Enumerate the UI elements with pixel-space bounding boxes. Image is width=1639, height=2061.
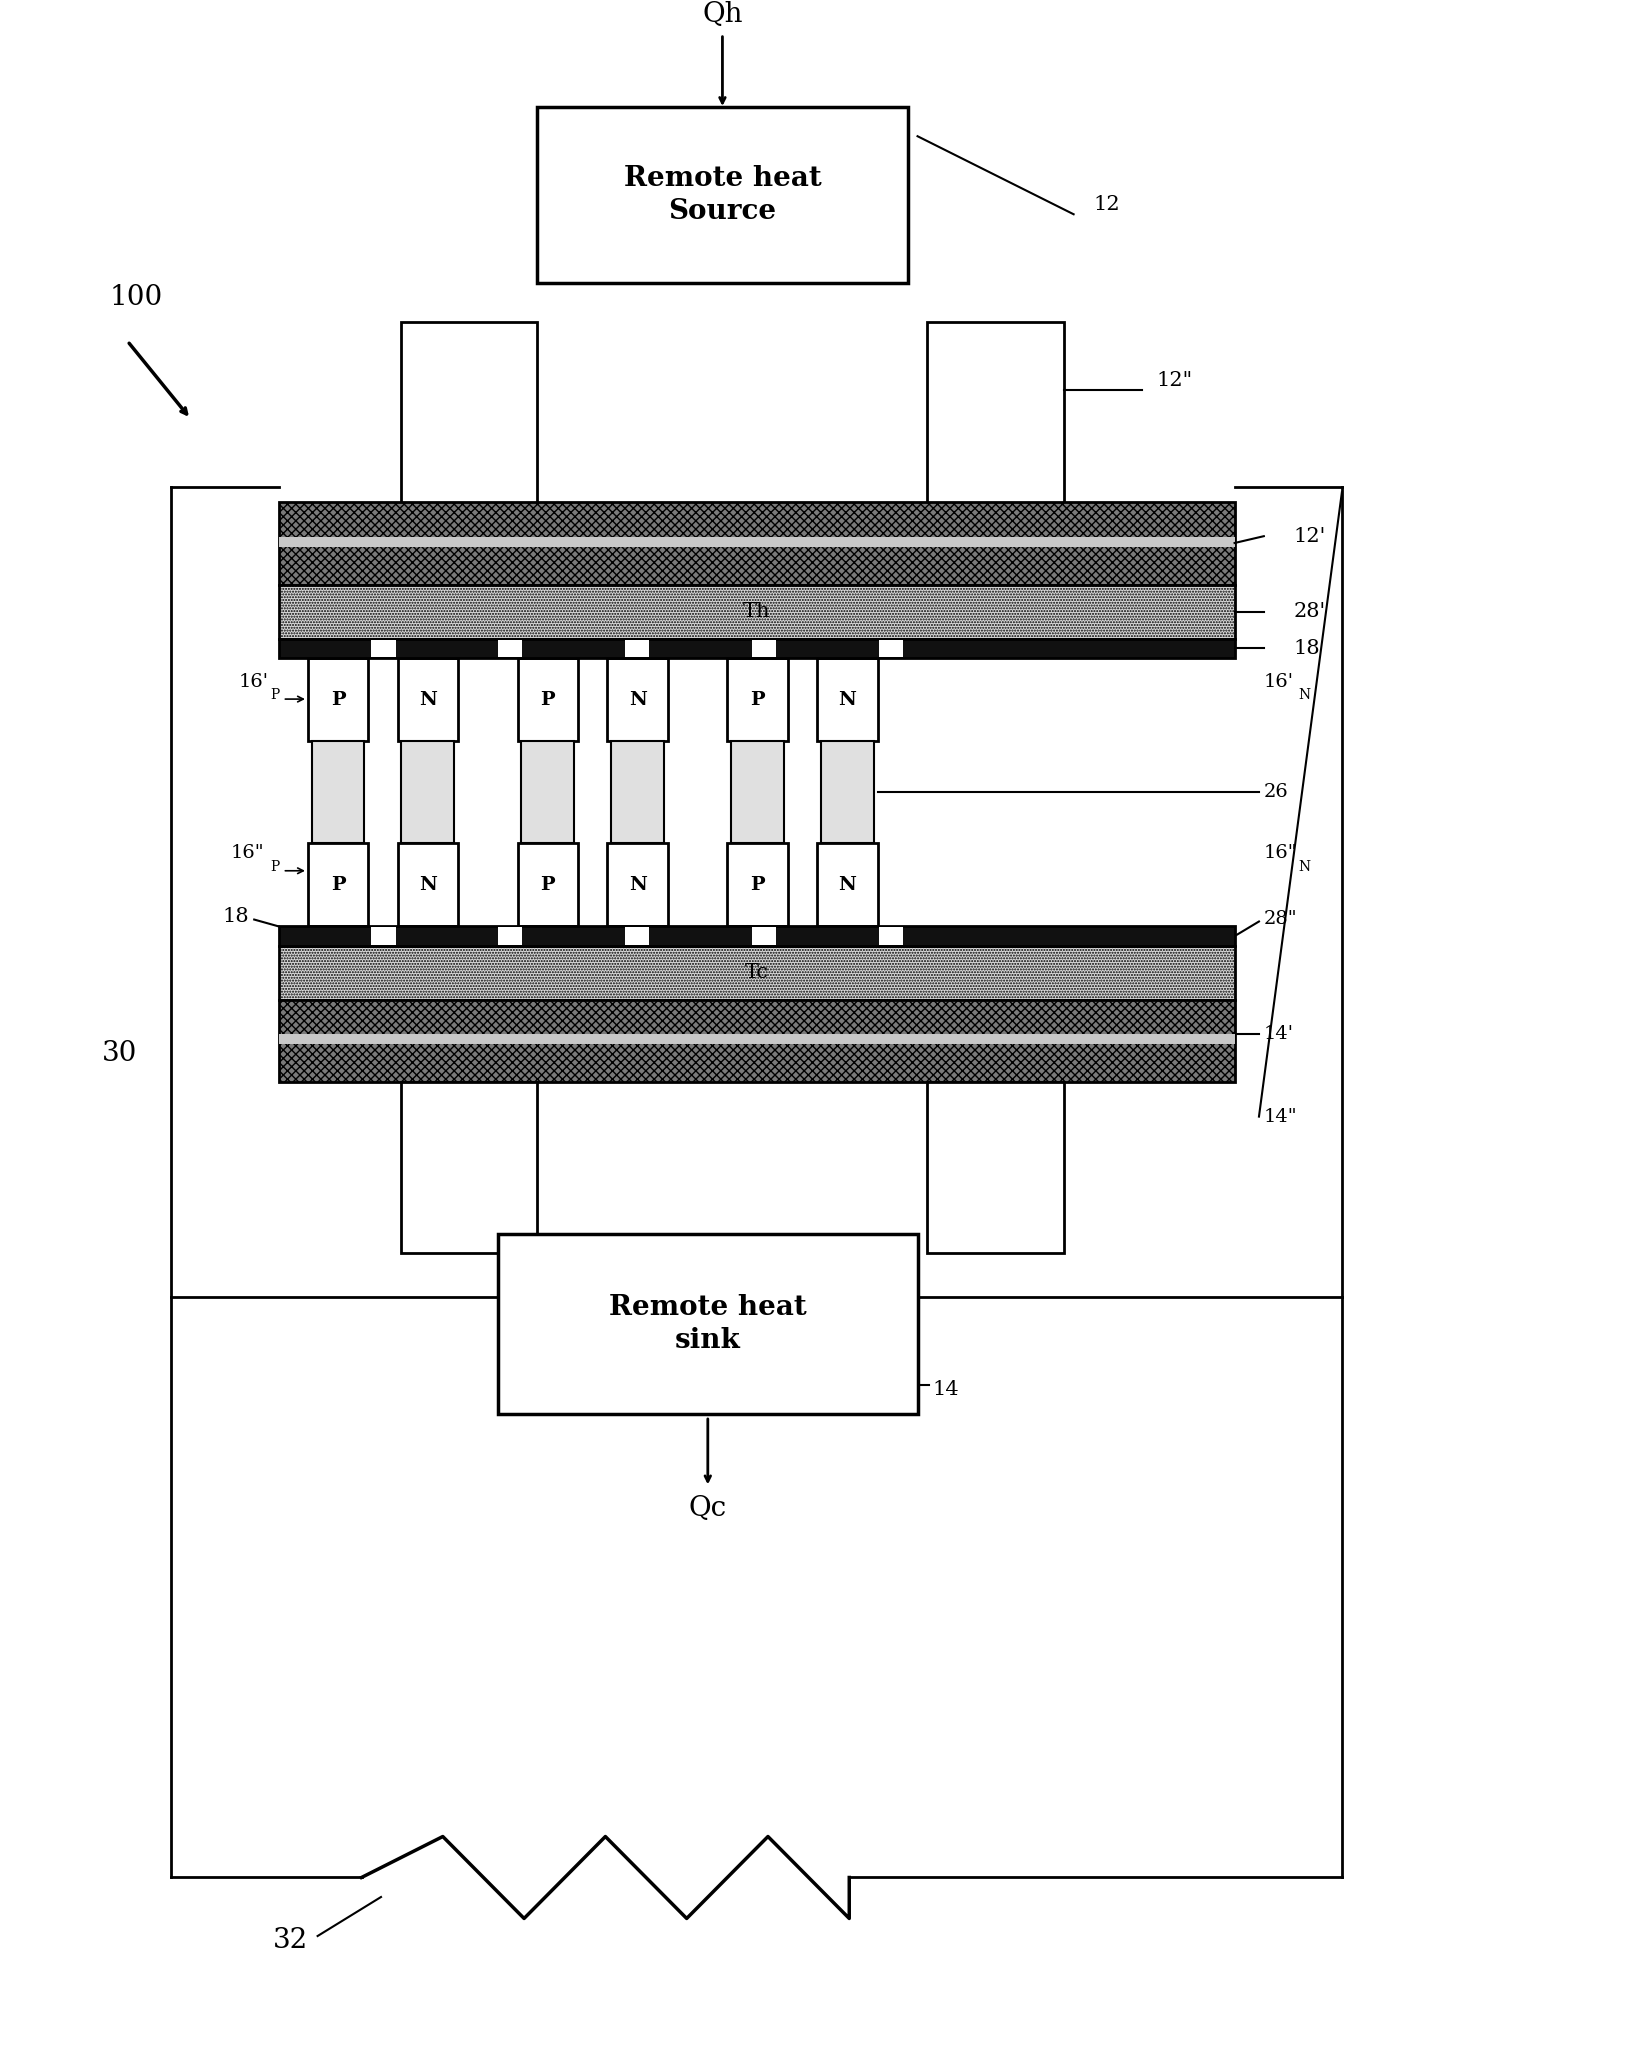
Text: Qc: Qc xyxy=(688,1494,726,1523)
Text: 16': 16' xyxy=(239,674,269,692)
Bar xyxy=(279,536,1234,546)
Text: P: P xyxy=(541,876,556,894)
Bar xyxy=(521,742,574,843)
Bar xyxy=(372,927,395,944)
Text: 16': 16' xyxy=(1264,674,1293,692)
Text: Th: Th xyxy=(742,602,770,620)
Text: 100: 100 xyxy=(110,284,162,311)
Text: 26: 26 xyxy=(1264,783,1288,802)
Bar xyxy=(624,927,649,944)
Text: 28": 28" xyxy=(1264,909,1298,927)
Bar xyxy=(498,639,523,657)
Bar xyxy=(928,322,1064,511)
Bar xyxy=(308,657,369,742)
Text: 14: 14 xyxy=(933,1381,959,1399)
Text: P: P xyxy=(541,690,556,709)
Text: N: N xyxy=(629,876,646,894)
Text: Remote heat
sink: Remote heat sink xyxy=(610,1294,806,1354)
Bar xyxy=(752,927,777,944)
Bar xyxy=(821,742,874,843)
Bar xyxy=(728,843,788,925)
Text: 18: 18 xyxy=(1293,639,1319,657)
Bar xyxy=(608,843,667,925)
Text: 14": 14" xyxy=(1264,1107,1298,1125)
Text: 32: 32 xyxy=(272,1927,308,1954)
Bar xyxy=(279,1000,1234,1082)
Text: 12: 12 xyxy=(1093,196,1119,214)
Text: 16": 16" xyxy=(231,845,264,861)
Text: 12": 12" xyxy=(1157,371,1193,390)
Text: P: P xyxy=(331,690,346,709)
Text: P: P xyxy=(751,876,765,894)
Bar xyxy=(400,322,538,511)
Bar xyxy=(928,1082,1064,1253)
Text: 28': 28' xyxy=(1293,602,1326,620)
Bar xyxy=(279,639,1234,657)
Text: P: P xyxy=(751,690,765,709)
Text: N: N xyxy=(629,690,646,709)
Bar xyxy=(402,742,454,843)
Text: 14': 14' xyxy=(1264,1024,1293,1043)
Text: Remote heat
Source: Remote heat Source xyxy=(623,165,821,225)
Bar xyxy=(308,843,369,925)
Bar xyxy=(279,1035,1234,1045)
Text: P: P xyxy=(331,876,346,894)
Bar xyxy=(518,657,579,742)
Text: N: N xyxy=(420,690,436,709)
Bar xyxy=(279,925,1234,946)
Bar xyxy=(818,657,877,742)
Bar xyxy=(372,639,395,657)
Text: N: N xyxy=(1298,859,1310,874)
Text: Tc: Tc xyxy=(744,962,769,983)
Text: N: N xyxy=(839,876,856,894)
Bar xyxy=(498,1235,918,1414)
Bar xyxy=(752,639,777,657)
Bar xyxy=(279,585,1234,639)
Text: N: N xyxy=(1298,688,1310,703)
Text: 12': 12' xyxy=(1293,528,1326,546)
Bar xyxy=(879,927,903,944)
Bar xyxy=(624,639,649,657)
Text: P: P xyxy=(270,859,280,874)
Bar xyxy=(498,927,523,944)
Bar xyxy=(608,657,667,742)
Text: 16": 16" xyxy=(1264,845,1298,861)
Bar xyxy=(398,657,457,742)
Bar xyxy=(731,742,783,843)
Bar xyxy=(728,657,788,742)
Bar xyxy=(311,742,364,843)
Bar xyxy=(279,946,1234,1000)
Bar xyxy=(611,742,664,843)
Bar xyxy=(879,639,903,657)
Text: Qh: Qh xyxy=(701,0,742,27)
Bar xyxy=(279,503,1234,585)
Bar xyxy=(818,843,877,925)
Bar xyxy=(398,843,457,925)
Text: P: P xyxy=(270,688,280,703)
Bar xyxy=(518,843,579,925)
Text: N: N xyxy=(839,690,856,709)
Bar xyxy=(538,107,908,282)
Bar xyxy=(400,1082,538,1253)
Text: 30: 30 xyxy=(102,1039,138,1068)
Text: 18: 18 xyxy=(223,907,249,925)
Text: N: N xyxy=(420,876,436,894)
